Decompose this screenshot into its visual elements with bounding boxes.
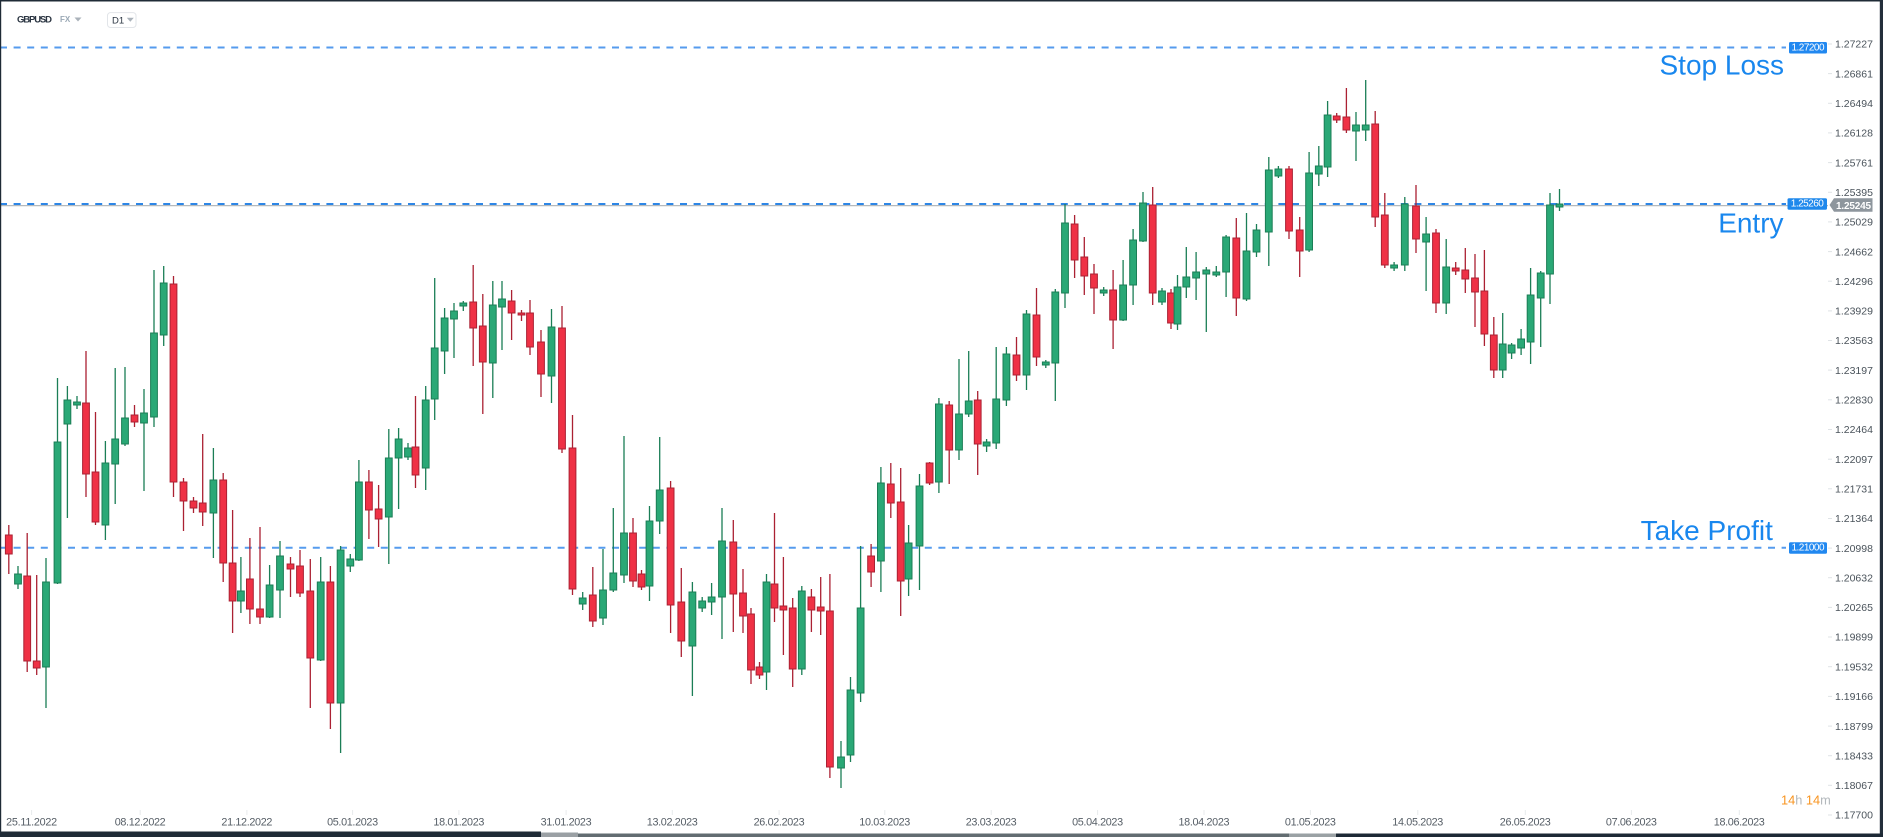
svg-text:Stop Loss: Stop Loss <box>1660 49 1785 80</box>
svg-text:23.03.2023: 23.03.2023 <box>966 817 1017 829</box>
svg-text:26.05.2023: 26.05.2023 <box>1500 817 1551 829</box>
svg-text:14h 14m: 14h 14m <box>1781 793 1831 808</box>
svg-text:01.05.2023: 01.05.2023 <box>1285 817 1336 829</box>
svg-text:1.23929: 1.23929 <box>1835 306 1873 318</box>
svg-text:Entry: Entry <box>1718 208 1783 239</box>
svg-text:13.02.2023: 13.02.2023 <box>647 817 698 829</box>
svg-text:1.20265: 1.20265 <box>1835 602 1873 614</box>
svg-text:1.22464: 1.22464 <box>1835 424 1873 436</box>
svg-text:1.18067: 1.18067 <box>1835 780 1873 792</box>
svg-text:1.23197: 1.23197 <box>1835 365 1873 377</box>
svg-text:1.24662: 1.24662 <box>1835 246 1873 258</box>
svg-text:1.25245: 1.25245 <box>1836 201 1871 212</box>
svg-text:1.26494: 1.26494 <box>1835 98 1873 110</box>
svg-text:Take Profit: Take Profit <box>1641 515 1773 546</box>
svg-text:1.20998: 1.20998 <box>1835 543 1873 555</box>
svg-text:GBPUSD: GBPUSD <box>17 15 52 26</box>
svg-text:1.21000: 1.21000 <box>1792 543 1825 554</box>
svg-text:1.25029: 1.25029 <box>1835 217 1873 229</box>
svg-text:1.25260: 1.25260 <box>1791 199 1824 210</box>
svg-text:1.19899: 1.19899 <box>1835 632 1873 644</box>
svg-text:31.01.2023: 31.01.2023 <box>541 817 592 829</box>
svg-text:1.25395: 1.25395 <box>1835 187 1873 199</box>
svg-text:1.26861: 1.26861 <box>1835 68 1873 80</box>
svg-text:14.05.2023: 14.05.2023 <box>1392 817 1443 829</box>
svg-text:1.24296: 1.24296 <box>1835 276 1873 288</box>
svg-text:26.02.2023: 26.02.2023 <box>754 817 805 829</box>
svg-text:1.20632: 1.20632 <box>1835 572 1873 584</box>
svg-text:1.21731: 1.21731 <box>1835 484 1873 496</box>
svg-text:18.04.2023: 18.04.2023 <box>1179 817 1230 829</box>
svg-text:1.27227: 1.27227 <box>1835 39 1873 51</box>
svg-text:1.26128: 1.26128 <box>1835 128 1873 140</box>
svg-text:10.03.2023: 10.03.2023 <box>859 817 910 829</box>
svg-text:18.01.2023: 18.01.2023 <box>433 817 484 829</box>
svg-text:1.25761: 1.25761 <box>1835 157 1873 169</box>
svg-text:1.18433: 1.18433 <box>1835 750 1873 762</box>
svg-text:05.04.2023: 05.04.2023 <box>1072 817 1123 829</box>
svg-text:25.11.2022: 25.11.2022 <box>6 817 57 829</box>
svg-text:FX: FX <box>60 15 71 24</box>
svg-text:1.19166: 1.19166 <box>1835 691 1873 703</box>
svg-text:21.12.2022: 21.12.2022 <box>221 817 272 829</box>
svg-text:07.06.2023: 07.06.2023 <box>1606 817 1657 829</box>
svg-text:1.17700: 1.17700 <box>1835 810 1873 822</box>
svg-text:1.23563: 1.23563 <box>1835 335 1873 347</box>
svg-text:18.06.2023: 18.06.2023 <box>1714 817 1765 829</box>
svg-text:05.01.2023: 05.01.2023 <box>327 817 378 829</box>
svg-text:1.22097: 1.22097 <box>1835 454 1873 466</box>
svg-text:1.27200: 1.27200 <box>1792 42 1825 53</box>
svg-text:1.18799: 1.18799 <box>1835 721 1873 733</box>
svg-text:D1: D1 <box>112 16 124 27</box>
svg-text:1.22830: 1.22830 <box>1835 395 1873 407</box>
svg-text:1.21364: 1.21364 <box>1835 513 1873 525</box>
svg-text:1.19532: 1.19532 <box>1835 661 1873 673</box>
svg-text:08.12.2022: 08.12.2022 <box>115 817 166 829</box>
